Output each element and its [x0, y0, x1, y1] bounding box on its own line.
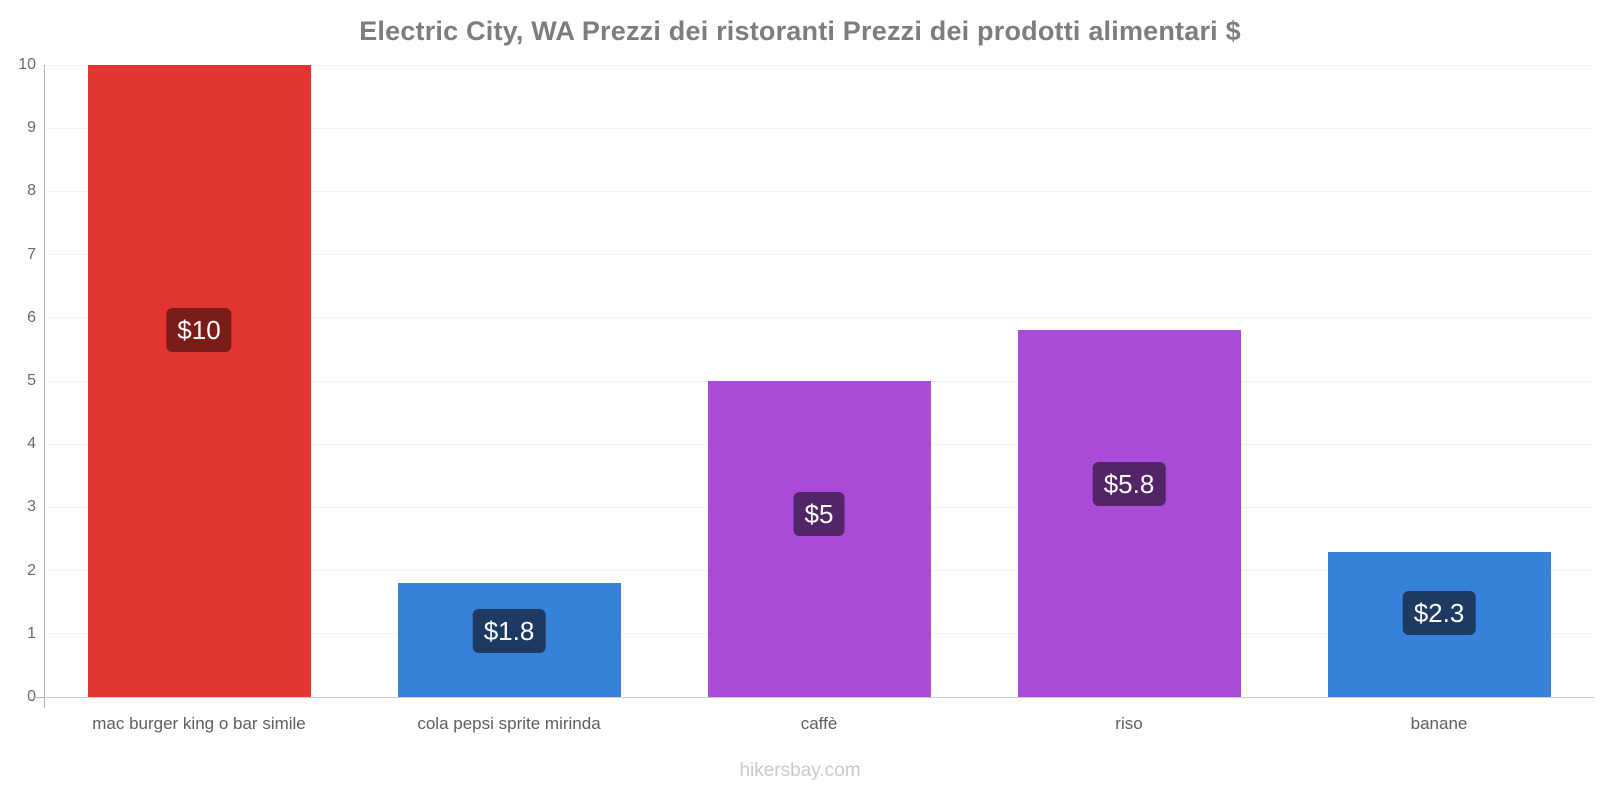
- y-axis-tick-label: 1: [27, 624, 36, 642]
- bar[interactable]: [87, 65, 311, 697]
- y-axis-tick-label: 6: [27, 308, 36, 326]
- y-axis-tick-label: 5: [27, 372, 36, 389]
- bar-value-badge: $1.8: [472, 609, 546, 654]
- gridline: [44, 64, 1594, 66]
- x-axis-line: [44, 697, 1594, 698]
- x-axis-tick-label: banane: [1410, 714, 1468, 733]
- gridline: [44, 127, 1594, 129]
- y-axis-tick-label: 10: [18, 56, 36, 73]
- y-axis-tick-label: 2: [27, 561, 36, 579]
- chart-title: Electric City, WA Prezzi dei ristoranti …: [359, 16, 1241, 46]
- y-axis-tick-label: 3: [27, 498, 36, 516]
- y-axis-zero-tick: [33, 697, 44, 698]
- bar-value-badge: $10: [166, 308, 232, 353]
- gridline: [44, 190, 1594, 192]
- bar[interactable]: [707, 381, 931, 697]
- gridline: [44, 317, 1594, 319]
- y-axis-tick-label: 8: [27, 182, 36, 200]
- y-axis-tick-label: 9: [27, 119, 36, 137]
- x-axis-tick-label: caffè: [800, 714, 838, 733]
- y-axis-tick-label: 7: [27, 245, 36, 263]
- x-axis-tick-label: cola pepsi sprite mirinda: [417, 714, 601, 733]
- y-axis-tick-label: 0: [27, 688, 36, 705]
- bar[interactable]: [1017, 330, 1241, 697]
- y-axis-tick-label: 4: [27, 435, 36, 453]
- x-axis-tick-label: riso: [1115, 714, 1143, 733]
- gridline: [44, 254, 1594, 256]
- y-axis-line: [44, 65, 45, 708]
- bar-value-badge: $5.8: [1092, 462, 1166, 507]
- watermark-hikersbay: hikersbay.com: [739, 760, 861, 781]
- bar-value-badge: $5: [793, 491, 845, 536]
- bar-value-badge: $2.3: [1402, 590, 1476, 635]
- x-axis-tick-label: mac burger king o bar simile: [92, 714, 306, 733]
